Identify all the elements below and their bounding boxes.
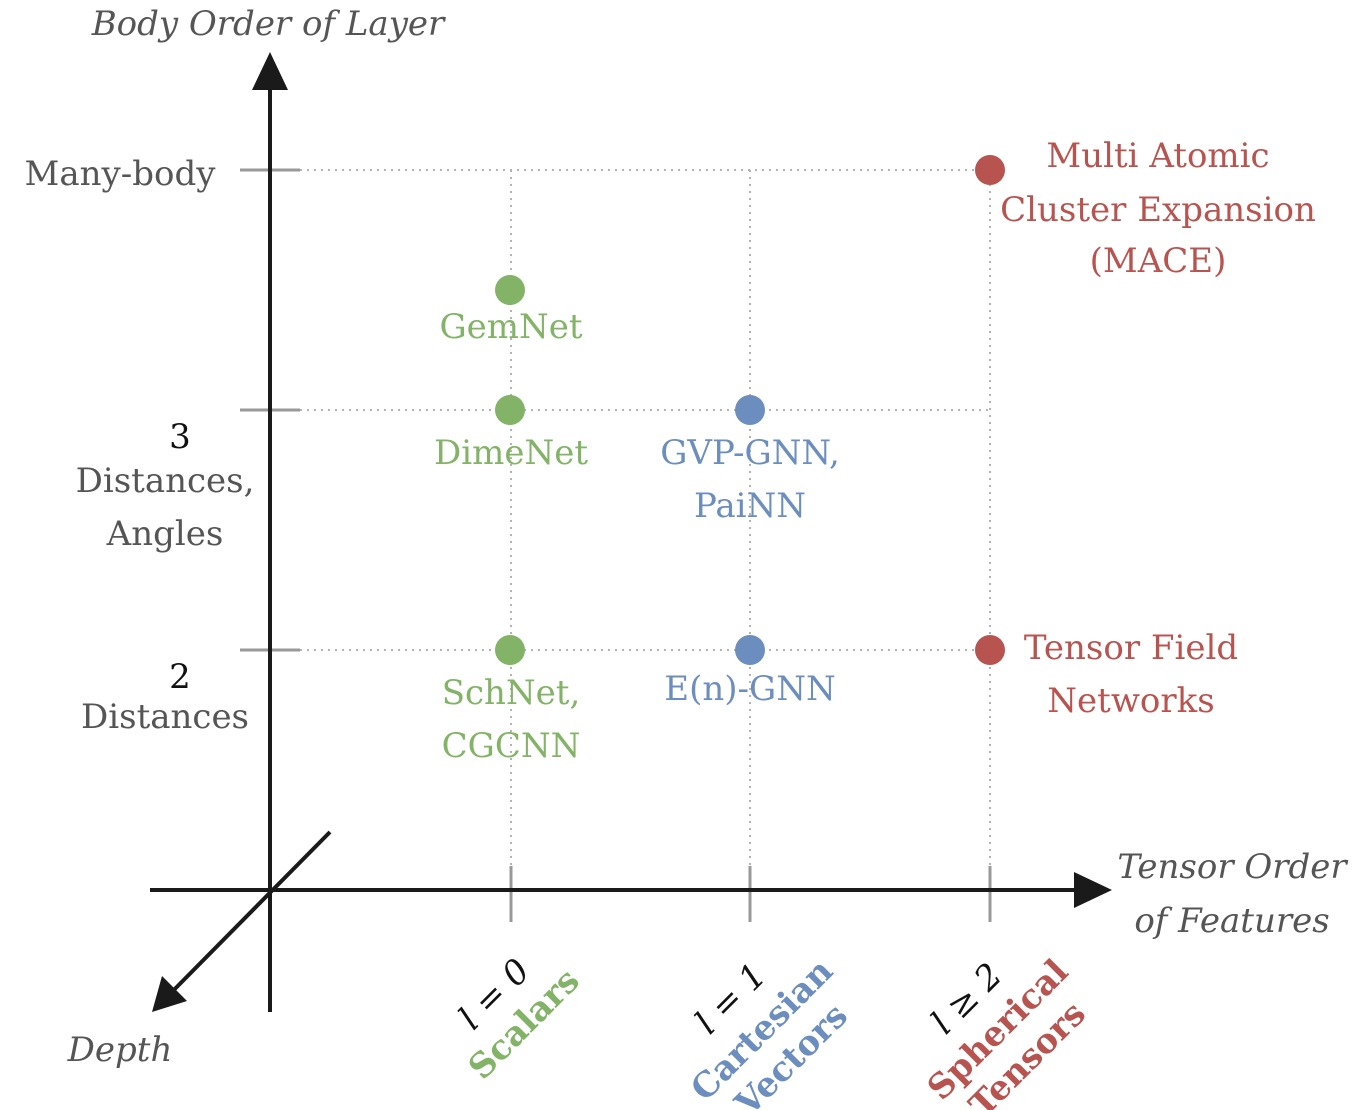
depth-axis-title: Depth bbox=[67, 1030, 173, 1070]
label-mace-line3: (MACE) bbox=[1090, 241, 1227, 281]
point-schnet bbox=[495, 635, 525, 665]
tick-marks bbox=[240, 168, 992, 922]
x-axis-title-line1: Tensor Order bbox=[1117, 847, 1348, 887]
y-axis-title: Body Order of Layer bbox=[91, 4, 446, 44]
depth-axis-arrowhead bbox=[152, 976, 187, 1012]
x-tick-label-l0: l = 0 Scalars bbox=[451, 951, 587, 1087]
depth-axis bbox=[156, 830, 332, 1008]
label-schnet-line2: CGCNN bbox=[442, 726, 581, 766]
label-gemnet: GemNet bbox=[439, 307, 582, 347]
label-egnn: E(n)-GNN bbox=[664, 669, 835, 709]
point-tfn bbox=[975, 635, 1005, 665]
arrow-heads bbox=[152, 52, 1112, 1012]
y-tick-label-many-body: Many-body bbox=[25, 154, 217, 194]
model-points bbox=[495, 155, 1005, 665]
label-schnet-line1: SchNet, bbox=[442, 673, 581, 713]
label-tfn-line2: Networks bbox=[1047, 681, 1214, 721]
point-gemnet bbox=[495, 275, 525, 305]
label-dimenet: DimeNet bbox=[434, 433, 588, 473]
y-tick-label-3-number: 3 bbox=[169, 417, 191, 457]
label-tfn-line1: Tensor Field bbox=[1024, 628, 1238, 668]
x-axis-title-line2: of Features bbox=[1134, 901, 1329, 941]
point-mace bbox=[975, 155, 1005, 185]
point-egnn bbox=[735, 635, 765, 665]
y-axis-arrowhead bbox=[252, 52, 288, 90]
y-tick-label-3-line1: Distances, bbox=[76, 461, 255, 501]
y-tick-label-2-number: 2 bbox=[169, 657, 191, 697]
label-mace-line1: Multi Atomic bbox=[1046, 136, 1269, 176]
axes bbox=[150, 60, 1102, 1012]
point-gvp-gnn bbox=[735, 395, 765, 425]
x-axis-arrowhead bbox=[1074, 872, 1112, 908]
x-tick-label-l1: l = 1 Cartesian Vectors bbox=[683, 951, 856, 1110]
y-tick-label-3-line2: Angles bbox=[106, 514, 224, 554]
label-gvp-line1: GVP-GNN, bbox=[660, 433, 840, 473]
label-gvp-line2: PaiNN bbox=[694, 486, 806, 526]
y-tick-label-2-line1: Distances bbox=[81, 697, 249, 737]
x-tick-label-l2: l ≥ 2 Spherical Tensors bbox=[920, 952, 1094, 1110]
label-mace-line2: Cluster Expansion bbox=[1000, 190, 1316, 230]
grid-lines bbox=[300, 169, 991, 868]
point-dimenet bbox=[495, 395, 525, 425]
